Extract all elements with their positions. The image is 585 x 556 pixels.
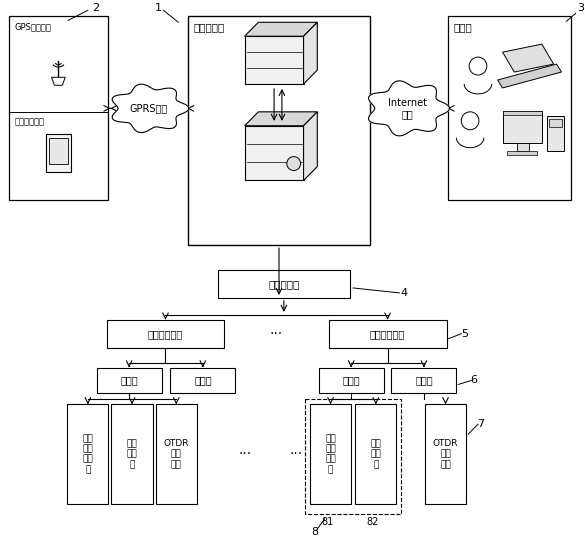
Bar	[425, 404, 466, 504]
Text: GPRS网络: GPRS网络	[130, 103, 168, 113]
Polygon shape	[503, 44, 553, 72]
Text: 区域监测中心: 区域监测中心	[148, 329, 183, 339]
Polygon shape	[51, 77, 66, 85]
Bar	[507, 151, 537, 155]
Text: 监测站: 监测站	[342, 375, 360, 385]
Text: 移动手持设备: 移动手持设备	[14, 117, 44, 126]
Polygon shape	[369, 81, 449, 136]
Bar	[549, 119, 563, 127]
Bar	[503, 111, 542, 143]
Bar	[67, 404, 108, 504]
Text: 光功
率监
测模
块: 光功 率监 测模 块	[325, 434, 336, 474]
Text: 监测站: 监测站	[121, 375, 138, 385]
Text: ···: ···	[290, 447, 303, 461]
Polygon shape	[245, 22, 317, 36]
Text: 8: 8	[311, 527, 318, 537]
Text: 4: 4	[401, 288, 408, 298]
Bar	[9, 16, 108, 200]
Bar	[112, 404, 153, 504]
Bar	[449, 16, 572, 200]
Text: OTDR
测试
模块: OTDR 测试 模块	[164, 439, 189, 469]
Text: 总监测中心: 总监测中心	[269, 279, 300, 289]
Polygon shape	[112, 84, 189, 132]
Text: 服务中心站: 服务中心站	[193, 22, 224, 32]
Text: 光开
关模
块: 光开 关模 块	[127, 439, 137, 469]
Bar	[503, 111, 542, 115]
Bar	[245, 126, 304, 181]
Text: ···: ···	[270, 327, 283, 341]
Bar	[329, 320, 446, 348]
Bar	[218, 270, 350, 298]
Text: 监测站: 监测站	[415, 375, 433, 385]
Polygon shape	[304, 22, 317, 84]
Text: 客户端: 客户端	[453, 22, 472, 32]
Text: 3: 3	[577, 3, 584, 13]
Bar	[49, 138, 68, 164]
Text: 光开
关模
块: 光开 关模 块	[370, 439, 381, 469]
Text: 监测站: 监测站	[194, 375, 212, 385]
Text: 7: 7	[477, 419, 484, 429]
Text: ···: ···	[239, 447, 252, 461]
Circle shape	[469, 57, 487, 75]
Bar	[355, 404, 397, 504]
Polygon shape	[304, 112, 317, 181]
Text: 82: 82	[367, 517, 379, 527]
Text: 6: 6	[470, 375, 477, 385]
Bar	[106, 320, 225, 348]
Bar	[391, 368, 456, 394]
Bar	[170, 368, 235, 394]
Bar	[517, 143, 529, 151]
Bar	[319, 368, 384, 394]
Bar	[245, 36, 304, 84]
Bar	[188, 16, 370, 245]
Text: 区域监测中心: 区域监测中心	[370, 329, 405, 339]
Circle shape	[461, 112, 479, 130]
Bar	[305, 399, 401, 514]
Bar	[97, 368, 161, 394]
Text: GPS信号模块: GPS信号模块	[14, 22, 51, 31]
Circle shape	[287, 157, 301, 171]
Polygon shape	[498, 64, 562, 88]
Bar	[46, 134, 71, 172]
Bar	[156, 404, 197, 504]
Text: 5: 5	[461, 329, 468, 339]
Bar	[547, 116, 565, 151]
Text: 2: 2	[92, 3, 99, 13]
Text: OTDR
测试
模块: OTDR 测试 模块	[433, 439, 458, 469]
Polygon shape	[245, 112, 317, 126]
Text: 81: 81	[322, 517, 334, 527]
Text: 光功
率监
测模
块: 光功 率监 测模 块	[82, 434, 93, 474]
Text: 1: 1	[155, 3, 162, 13]
Bar	[310, 404, 351, 504]
Text: Internet
网络: Internet 网络	[388, 97, 426, 119]
